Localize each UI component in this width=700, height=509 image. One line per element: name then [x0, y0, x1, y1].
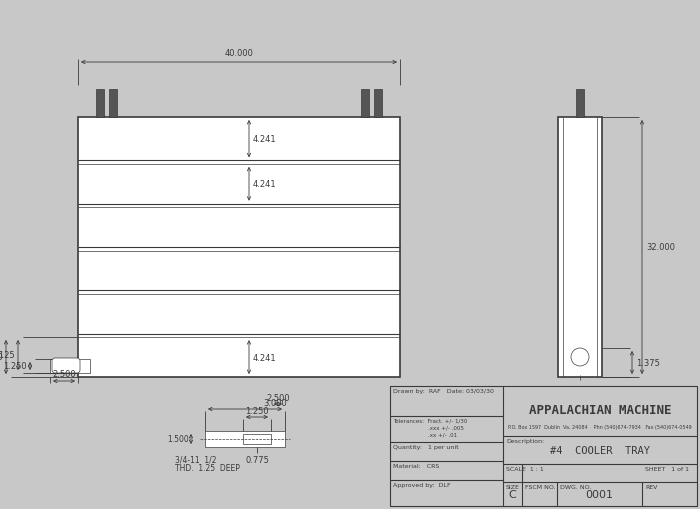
- Text: Approved by:  DLF: Approved by: DLF: [393, 482, 451, 487]
- Text: 40.000: 40.000: [225, 49, 253, 58]
- Bar: [576, 90, 584, 118]
- Text: 3.000: 3.000: [0, 353, 3, 362]
- Text: 1.125: 1.125: [0, 351, 15, 360]
- Text: 0.775: 0.775: [245, 455, 269, 464]
- Text: SCALE  1 : 1: SCALE 1 : 1: [506, 466, 544, 471]
- Bar: [96, 90, 104, 118]
- Text: 1.375: 1.375: [636, 358, 660, 367]
- Text: FSCM NO.: FSCM NO.: [525, 484, 556, 489]
- Text: #4  COOLER  TRAY: #4 COOLER TRAY: [550, 445, 650, 455]
- FancyBboxPatch shape: [52, 358, 80, 373]
- Bar: [50, 359, 90, 373]
- Text: THD.  1.25  DEEP: THD. 1.25 DEEP: [175, 463, 240, 472]
- Text: P.O. Box 1597  Dublin  Va. 24084    Phn (540)674-7934   Fax (540)674-0549: P.O. Box 1597 Dublin Va. 24084 Phn (540)…: [508, 425, 692, 430]
- Text: 4.241: 4.241: [253, 135, 276, 144]
- Text: DWG. NO.: DWG. NO.: [560, 484, 592, 489]
- Text: SIZE: SIZE: [506, 484, 520, 489]
- Bar: [374, 90, 382, 118]
- Bar: [205, 431, 285, 447]
- Text: Quantity:   1 per unit: Quantity: 1 per unit: [393, 444, 458, 449]
- Text: APPALACHIAN MACHINE: APPALACHIAN MACHINE: [528, 404, 671, 417]
- Text: 3.000: 3.000: [263, 398, 287, 407]
- Text: 4.241: 4.241: [253, 180, 276, 189]
- Text: Description:: Description:: [506, 438, 544, 443]
- Bar: [109, 90, 117, 118]
- Text: REV: REV: [645, 484, 657, 489]
- Text: Drawn by:  RAF   Date: 03/03/30: Drawn by: RAF Date: 03/03/30: [393, 388, 494, 393]
- Bar: [78, 118, 400, 377]
- Text: Tolerances:  Fract. +/- 1/30
                    .xxx +/- .005
                 : Tolerances: Fract. +/- 1/30 .xxx +/- .00…: [393, 418, 468, 437]
- Text: 2.500: 2.500: [266, 393, 290, 402]
- Text: 3/4-11  1/2: 3/4-11 1/2: [175, 455, 216, 464]
- Text: 32.000: 32.000: [646, 243, 675, 252]
- Text: 0001: 0001: [585, 489, 613, 499]
- Text: C: C: [509, 489, 517, 499]
- Bar: [243, 434, 271, 444]
- Text: Material:   CRS: Material: CRS: [393, 463, 440, 468]
- Text: 1.250: 1.250: [4, 362, 27, 371]
- Bar: [390, 386, 697, 506]
- Text: SHEET   1 of 1: SHEET 1 of 1: [645, 466, 689, 471]
- Text: 4.241: 4.241: [253, 353, 276, 362]
- Bar: [361, 90, 369, 118]
- Bar: [558, 118, 602, 377]
- Text: 2.500: 2.500: [52, 369, 76, 378]
- Text: 1.250: 1.250: [245, 406, 269, 415]
- Circle shape: [571, 348, 589, 366]
- Text: 1.500: 1.500: [167, 435, 189, 444]
